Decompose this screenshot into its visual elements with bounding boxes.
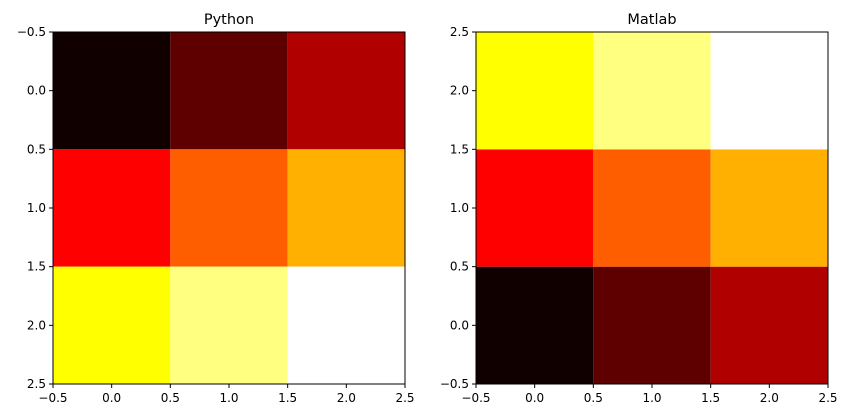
y-tick-label: 0.5 (450, 260, 469, 274)
x-tick-label: 2.0 (337, 391, 356, 405)
y-tick-label: 2.5 (450, 25, 469, 39)
x-tick-label: −0.5 (38, 391, 67, 405)
heatmap-cell-r2-c0 (53, 266, 171, 384)
heatmap-cell-r0-c1 (593, 266, 711, 384)
x-tick-label: 1.5 (701, 391, 720, 405)
y-tick-label: 2.0 (450, 84, 469, 98)
x-tick-label: 1.5 (278, 391, 297, 405)
x-tick-label: 1.0 (219, 391, 238, 405)
y-tick-label: 0.0 (450, 318, 469, 332)
heatmap-cell-r2-c1 (593, 32, 711, 150)
y-tick-label: 2.0 (27, 318, 46, 332)
y-tick-label: 1.5 (27, 260, 46, 274)
y-tick-label: 0.0 (27, 84, 46, 98)
chart-panel-1: −0.5 0.0 0.5 1.0 1.5 2.0 2.5 −0.5 0.0 0.5 1.0 1.5 2.… (440, 12, 838, 405)
heatmap-cell-r0-c2 (710, 266, 828, 384)
y-tick-label: 1.5 (450, 142, 469, 156)
x-tick-label: 1.0 (642, 391, 661, 405)
heatmap-cell-r2-c2 (287, 266, 405, 384)
heatmap-cell-r2-c2 (710, 32, 828, 150)
chart-panel-0: −0.5 0.0 0.5 1.0 1.5 2.0 2.5−0.50.00.51.01.52.… (17, 12, 415, 405)
y-tick-label: 2.5 (27, 377, 46, 391)
x-tick-label: 0.0 (102, 391, 121, 405)
heatmap-cell-r0-c1 (170, 32, 288, 150)
y-tick-label: −0.5 (440, 377, 469, 391)
chart-title: Matlab (627, 12, 676, 28)
heatmap-cell-r1-c2 (710, 149, 828, 267)
heatmap-cell-r2-c0 (476, 32, 594, 150)
chart-title: Python (204, 12, 254, 28)
heatmap-cell-r2-c1 (170, 266, 288, 384)
heatmap-cell-r1-c1 (170, 149, 288, 267)
x-tick-label: 0.0 (525, 391, 544, 405)
y-tick-label: 1.0 (27, 201, 46, 215)
y-tick-label: 0.5 (27, 142, 46, 156)
heatmap-cell-r0-c0 (53, 32, 171, 150)
x-tick-label: 0.5 (161, 391, 180, 405)
x-tick-label: 2.0 (760, 391, 779, 405)
heatmap-cell-r0-c0 (476, 266, 594, 384)
heatmap-cell-r1-c1 (593, 149, 711, 267)
y-tick-label: −0.5 (17, 25, 46, 39)
heatmap-cell-r1-c0 (53, 149, 171, 267)
x-tick-label: 0.5 (584, 391, 603, 405)
x-tick-label: −0.5 (461, 391, 490, 405)
x-tick-label: 2.5 (395, 391, 414, 405)
heatmap-cell-r1-c0 (476, 149, 594, 267)
heatmap-cell-r0-c2 (287, 32, 405, 150)
heatmap-cell-r1-c2 (287, 149, 405, 267)
y-tick-label: 1.0 (450, 201, 469, 215)
x-tick-label: 2.5 (818, 391, 837, 405)
